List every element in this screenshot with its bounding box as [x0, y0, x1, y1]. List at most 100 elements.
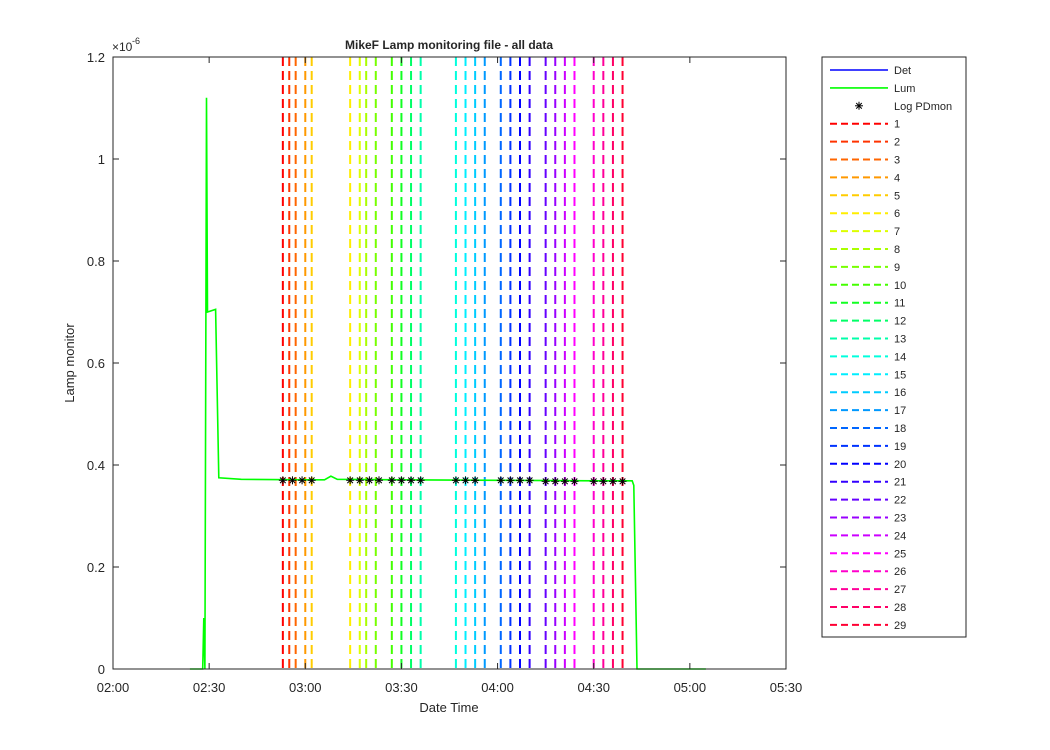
- legend-entry: 3: [830, 155, 900, 167]
- log-pdmon-point: [365, 476, 374, 485]
- legend-entry: 23: [830, 513, 906, 525]
- legend-entry: 16: [830, 387, 906, 399]
- legend-label: 17: [894, 405, 906, 417]
- y-axis-label: Lamp monitor: [62, 323, 77, 403]
- y-exponent-power: -6: [132, 36, 140, 46]
- legend-entry: 7: [830, 226, 900, 238]
- vertical-lines-layer: [281, 57, 624, 669]
- legend-label: 29: [894, 620, 906, 632]
- legend-label: 13: [894, 334, 906, 346]
- log-pdmon-point: [298, 476, 307, 485]
- log-pdmon-point: [461, 476, 470, 485]
- legend-entry: 26: [830, 566, 906, 578]
- legend-label: 14: [894, 351, 906, 363]
- legend-entry: 29: [830, 620, 906, 632]
- log-pdmon-point: [307, 476, 316, 485]
- x-tick-label: 05:00: [674, 680, 707, 695]
- legend-label: 10: [894, 280, 906, 292]
- log-pdmon-point: [355, 476, 364, 485]
- legend-label: 27: [894, 584, 906, 596]
- log-pdmon-point: [589, 477, 598, 486]
- y-tick-label: 1.2: [87, 50, 105, 65]
- legend-entry: 2: [830, 137, 900, 149]
- legend-entry: 4: [830, 172, 900, 184]
- legend-entry: 11: [830, 298, 905, 310]
- legend-entry: 6: [830, 208, 900, 220]
- log-pdmon-point: [551, 477, 560, 486]
- y-tick-label: 0.8: [87, 254, 105, 269]
- legend-entry: Lum: [830, 83, 915, 95]
- log-pdmon-point: [541, 477, 550, 486]
- legend-label: Log PDmon: [894, 101, 952, 113]
- legend-entry: 12: [830, 316, 906, 328]
- legend-entry: Log PDmon: [855, 101, 952, 113]
- log-pdmon-point: [278, 476, 287, 485]
- log-pdmon-point: [855, 101, 863, 110]
- legend-label: 5: [894, 190, 900, 202]
- legend-entry: 15: [830, 369, 906, 381]
- y-tick-label: 1: [98, 152, 105, 167]
- legend-label: 9: [894, 262, 900, 274]
- legend-label: 11: [894, 298, 905, 310]
- legend-box: [821, 56, 967, 638]
- legend-label: 1: [894, 119, 900, 131]
- y-tick-label: 0.4: [87, 458, 105, 473]
- y-exponent: ×10 -6: [112, 36, 140, 54]
- plot-area: 02:00 02:30 03:00 03:30 04:00 04:30 05:00 05:30…: [87, 50, 802, 695]
- log-pdmon-point: [374, 476, 383, 485]
- log-pdmon-point: [506, 476, 515, 485]
- log-pdmon-point: [451, 476, 460, 485]
- x-tick-label: 05:30: [770, 680, 803, 695]
- log-pdmon-point: [570, 477, 579, 486]
- legend-entry: 17: [830, 405, 906, 417]
- x-tick-label: 03:00: [289, 680, 322, 695]
- legend-entry: 10: [830, 280, 906, 292]
- legend-label: 7: [894, 226, 900, 238]
- log-pdmon-point: [346, 476, 355, 485]
- log-pdmon-point: [496, 476, 505, 485]
- legend-label: 15: [894, 369, 906, 381]
- markers-layer: [278, 476, 627, 486]
- y-tick-label: 0: [98, 662, 105, 677]
- log-pdmon-point: [608, 477, 617, 486]
- log-pdmon-point: [618, 477, 627, 486]
- legend-label: 2: [894, 137, 900, 149]
- legend-label: 18: [894, 423, 906, 435]
- series-line-lum: [189, 97, 706, 670]
- legend-entry: 1: [830, 119, 900, 131]
- x-tick-label: 04:30: [577, 680, 610, 695]
- x-axis-label: Date Time: [419, 700, 478, 715]
- legend-entry: 20: [830, 459, 906, 471]
- log-pdmon-point: [288, 476, 297, 485]
- x-tick-label: 02:00: [97, 680, 130, 695]
- chart-title: MikeF Lamp monitoring file - all data: [345, 38, 553, 52]
- legend-entry: Det: [830, 65, 911, 77]
- log-pdmon-point: [471, 476, 480, 485]
- legend-entry: 8: [830, 244, 900, 256]
- y-tick-label: 0.6: [87, 356, 105, 371]
- log-pdmon-point: [525, 476, 534, 485]
- log-pdmon-point: [397, 476, 406, 485]
- legend-label: 12: [894, 316, 906, 328]
- legend-entry: 14: [830, 351, 906, 363]
- x-tick-label: 03:30: [385, 680, 418, 695]
- y-tick-label: 0.2: [87, 560, 105, 575]
- legend-label: 20: [894, 459, 906, 471]
- legend-entry: 21: [830, 477, 906, 489]
- legend-label: 28: [894, 602, 906, 614]
- legend-label: 21: [894, 477, 906, 489]
- x-axis-ticks: 02:00 02:30 03:00 03:30 04:00 04:30 05:00 05:30: [97, 57, 803, 695]
- y-exponent-base: ×10: [112, 40, 133, 54]
- legend-label: Lum: [894, 83, 915, 95]
- legend-entry: 13: [830, 334, 906, 346]
- legend-entry: 25: [830, 548, 906, 560]
- axes-background: [113, 57, 786, 669]
- x-tick-label: 04:00: [481, 680, 514, 695]
- log-pdmon-point: [387, 476, 396, 485]
- legend-label: 25: [894, 548, 906, 560]
- legend-entry: 27: [830, 584, 906, 596]
- legend-entry: 28: [830, 602, 906, 614]
- legend-label: 6: [894, 208, 900, 220]
